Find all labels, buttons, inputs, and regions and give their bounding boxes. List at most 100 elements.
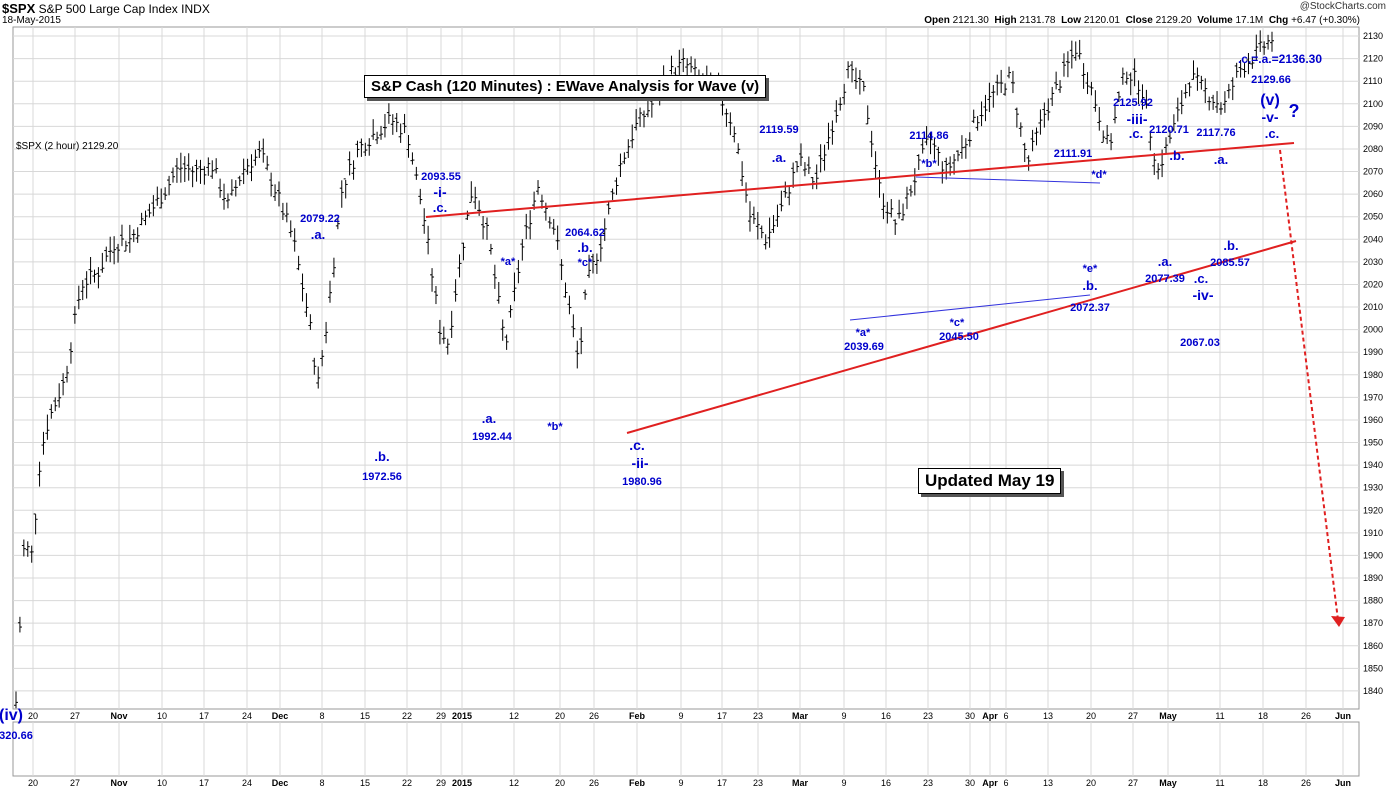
wave-label: .b. xyxy=(1223,238,1238,253)
x-tick-label: Nov xyxy=(110,711,127,721)
open-label: Open xyxy=(924,15,950,26)
x-tick-label: 17 xyxy=(717,711,727,721)
high-label: High xyxy=(994,15,1017,26)
x-tick-label: May xyxy=(1159,711,1177,721)
low-label: Low xyxy=(1061,15,1082,26)
symbol: $SPX xyxy=(2,1,36,16)
low-value: 2120.01 xyxy=(1083,15,1120,26)
y-tick-label: 1910 xyxy=(1363,528,1383,538)
x-tick-label: 13 xyxy=(1043,711,1053,721)
chart-title-box: S&P Cash (120 Minutes) : EWave Analysis … xyxy=(364,75,767,98)
x-tick-label: 23 xyxy=(923,778,933,788)
y-tick-label: 2050 xyxy=(1363,212,1383,222)
x-tick-label: Dec xyxy=(272,711,289,721)
x-tick-label: 9 xyxy=(841,711,846,721)
x-tick-label: 13 xyxy=(1043,778,1053,788)
x-tick-label: 11 xyxy=(1215,711,1224,721)
y-tick-label: 1900 xyxy=(1363,550,1383,560)
wave-label: 2120.71 xyxy=(1149,124,1189,136)
x-tick-label: Apr xyxy=(982,778,998,788)
wave-label: 2079.22 xyxy=(300,213,340,225)
wave-labels: 2079.22.a.2093.55-i-.c..b.1972.56.a.1992… xyxy=(0,52,1322,742)
triangle-lower-line xyxy=(849,294,1091,321)
x-tick-label: 20 xyxy=(1086,778,1096,788)
wave-label: 2067.03 xyxy=(1180,337,1220,349)
x-tick-label: 24 xyxy=(242,778,252,788)
x-tick-label: 12 xyxy=(509,711,519,721)
x-tick-label: Nov xyxy=(110,778,127,788)
wave-label: -iv- xyxy=(1193,287,1214,303)
wave-label: *d* xyxy=(1091,169,1107,181)
wave-label: .b. xyxy=(374,449,389,464)
x-tick-label: 26 xyxy=(589,778,599,788)
wave-label: .a. xyxy=(482,411,496,426)
chg-label: Chg xyxy=(1268,15,1289,26)
wave-label: *e* xyxy=(1083,263,1098,275)
wave-label: 2125.92 xyxy=(1113,97,1153,109)
x-tick-label: Mar xyxy=(792,778,809,788)
wave-label: ? xyxy=(1289,101,1300,121)
x-tick-label: 27 xyxy=(70,711,80,721)
volume-value: 17.1M xyxy=(1235,15,1264,26)
y-tick-label: 2080 xyxy=(1363,144,1383,154)
wave-label: 2039.69 xyxy=(844,341,884,353)
trendlines xyxy=(425,142,1345,627)
x-tick-label: 27 xyxy=(1128,711,1138,721)
x-tick-label: 29 xyxy=(436,778,446,788)
x-tick-label: 15 xyxy=(360,711,370,721)
x-tick-label: 20 xyxy=(555,711,565,721)
exchange: INDX xyxy=(181,2,210,16)
wave-label: .c. xyxy=(433,200,447,215)
close-label: Close xyxy=(1125,15,1153,26)
wave-label: 320.66 xyxy=(0,730,33,742)
y-tick-label: 2110 xyxy=(1363,76,1382,86)
y-tick-label: 2010 xyxy=(1363,302,1383,312)
x-tick-label: 27 xyxy=(1128,778,1138,788)
x-tick-label: 17 xyxy=(199,711,209,721)
brand-label: @StockCharts.com xyxy=(1299,1,1386,12)
wave-label: .a. xyxy=(1214,152,1228,167)
symbol-header: $SPX S&P 500 Large Cap Index INDX xyxy=(2,1,210,16)
x-tick-label: 2015 xyxy=(452,778,472,788)
x-tick-label: 6 xyxy=(1003,778,1008,788)
y-tick-label: 1890 xyxy=(1363,573,1383,583)
y-tick-label: 1980 xyxy=(1363,370,1383,380)
x-tick-label: Apr xyxy=(982,711,998,721)
chg-value: +6.47 (+0.30%) xyxy=(1291,15,1360,26)
y-tick-label: 1920 xyxy=(1363,505,1383,515)
wave-label: .a. xyxy=(1158,254,1172,269)
wave-label: *a* xyxy=(856,327,871,339)
x-tick-label: Jun xyxy=(1335,778,1351,788)
close-value: 2129.20 xyxy=(1155,15,1192,26)
projection-arrowhead xyxy=(1331,616,1345,627)
y-tick-label: 1990 xyxy=(1363,347,1383,357)
x-tick-label: 10 xyxy=(157,711,167,721)
x-tick-label: 22 xyxy=(402,778,412,788)
wave-label: 2085.57 xyxy=(1210,257,1250,269)
y-tick-label: 2090 xyxy=(1363,121,1383,131)
y-tick-label: 2060 xyxy=(1363,189,1383,199)
x-tick-label: Mar xyxy=(792,711,809,721)
x-tick-label: 26 xyxy=(1301,778,1311,788)
x-tick-label: 15 xyxy=(360,778,370,788)
high-value: 2131.78 xyxy=(1019,15,1056,26)
y-tick-label: 1840 xyxy=(1363,686,1383,696)
chart-date: 18-May-2015 xyxy=(2,15,61,26)
wave-label: .b. xyxy=(1082,278,1097,293)
open-value: 2121.30 xyxy=(952,15,989,26)
wave-label: 2114.86 xyxy=(909,130,948,142)
x-tick-label: 29 xyxy=(436,711,446,721)
y-tick-label: 2130 xyxy=(1363,31,1383,41)
x-tick-label: 8 xyxy=(319,711,324,721)
wave-label: -iii- xyxy=(1127,111,1148,127)
x-tick-label: 22 xyxy=(402,711,412,721)
wave-label: 2093.55 xyxy=(421,171,461,183)
x-tick-label: Dec xyxy=(272,778,289,788)
x-tick-label: May xyxy=(1159,778,1177,788)
x-axis: 20 20 27 27 Nov Nov 10 10 17 17 24 24 Dec Dec 8 8 15 15 22… xyxy=(28,711,1351,788)
wave-label: .a. xyxy=(772,150,786,165)
wave-label: -v- xyxy=(1261,109,1278,125)
wave-label: 1980.96 xyxy=(622,476,662,488)
x-tick-label: 23 xyxy=(923,711,933,721)
